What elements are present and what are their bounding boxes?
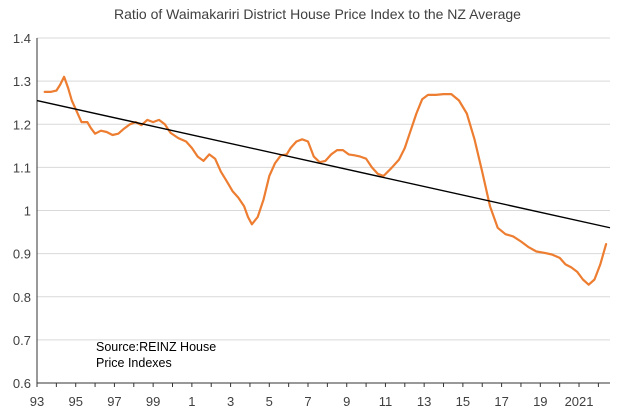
y-tick-label: 1.4 <box>13 31 31 46</box>
x-tick-label: 13 <box>417 394 431 409</box>
chart-title: Ratio of Waimakariri District House Pric… <box>114 6 521 22</box>
x-tick-label: 19 <box>533 394 547 409</box>
x-tick-label: 95 <box>68 394 82 409</box>
x-tick-label: 7 <box>304 394 311 409</box>
x-tick-label: 93 <box>30 394 44 409</box>
x-tick-label: 99 <box>146 394 160 409</box>
x-tick-label: 9 <box>343 394 350 409</box>
y-tick-label: 0.6 <box>13 376 31 391</box>
x-tick-label: 15 <box>456 394 470 409</box>
x-tick-label: 3 <box>227 394 234 409</box>
y-tick-label: 0.7 <box>13 333 31 348</box>
y-tick-label: 0.8 <box>13 290 31 305</box>
x-tick-label: 2021 <box>565 394 594 409</box>
y-tick-label: 1.2 <box>13 117 31 132</box>
x-tick-label: 1 <box>188 394 195 409</box>
series-line <box>43 75 608 286</box>
source-annotation: Source:REINZ House Price Indexes <box>96 340 217 370</box>
x-tick-label: 5 <box>266 394 273 409</box>
y-tick-label: 1 <box>24 204 31 219</box>
y-tick-label: 1.3 <box>13 74 31 89</box>
trend-line <box>36 99 611 229</box>
x-tick-label: 11 <box>379 394 393 409</box>
y-tick-label: 0.9 <box>13 247 31 262</box>
x-tick-label: 97 <box>107 394 121 409</box>
x-tick-label: 17 <box>494 394 508 409</box>
y-tick-label: 1.1 <box>13 160 31 175</box>
